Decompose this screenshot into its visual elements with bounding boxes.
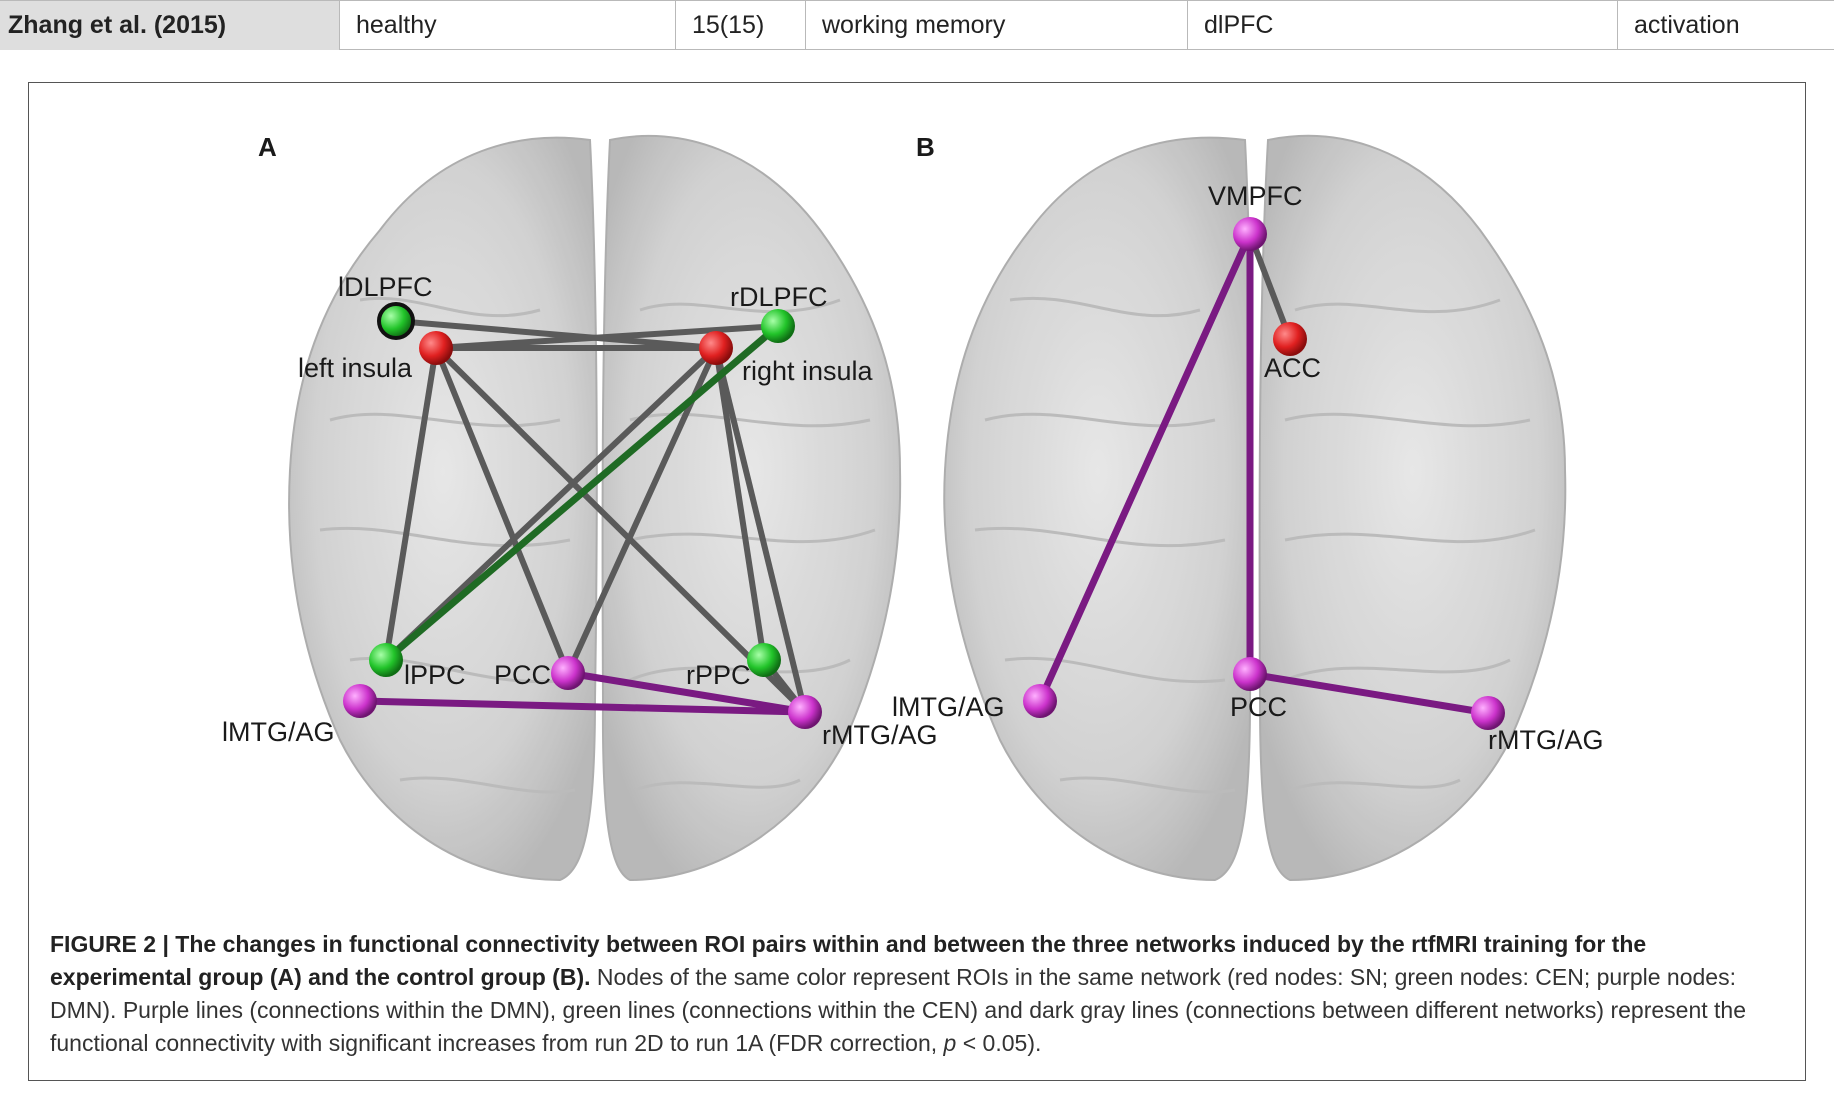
node-vmpfc <box>1233 217 1267 251</box>
edge-rinsula-rmtg <box>713 347 808 713</box>
edge-lppc-rdlpfc <box>383 323 781 663</box>
figure-frame <box>28 82 1806 1081</box>
panel-a-edges <box>359 318 808 716</box>
node-pcc <box>551 656 585 690</box>
label-vmpfc: VMPFC <box>1208 181 1303 211</box>
label-ldlpfc: lDLPFC <box>338 272 433 302</box>
edge-ldlpfc-rinsula <box>395 318 717 351</box>
figure-caption: FIGURE 2 | The changes in functional con… <box>50 928 1790 1060</box>
panel-a-label: A <box>258 132 277 162</box>
node-rmtg-b <box>1471 696 1505 730</box>
table-cell-task: working memory <box>806 1 1188 50</box>
table-cell-region: dlPFC <box>1188 1 1618 50</box>
edge-vmpfc-acc <box>1247 232 1293 341</box>
node-rmtg <box>788 695 822 729</box>
table-cell-participants: healthy <box>340 1 676 50</box>
table-cell-effect: activation <box>1634 11 1740 39</box>
label-rmtg: rMTG/AG <box>822 720 938 750</box>
panel-b-label: B <box>916 132 935 162</box>
label-rdlpfc: rDLPFC <box>730 282 828 312</box>
caption-p-symbol: p <box>943 1030 957 1056</box>
edge-pcc-rmtg <box>1249 670 1489 717</box>
panel-a-nodes <box>343 302 822 729</box>
node-rdlpfc <box>761 309 795 343</box>
edge-linsula-lppc <box>383 347 439 661</box>
edge-lmtg-rmtg <box>359 697 806 716</box>
edge-linsula-pcc <box>433 346 571 675</box>
node-lppc <box>369 643 403 677</box>
label-lppc: lPPC <box>404 660 466 690</box>
edge-linsula-rmtg <box>433 345 808 715</box>
edge-vmpfc-lmtg <box>1036 232 1254 703</box>
caption-body-2: < 0.05). <box>956 1030 1042 1056</box>
edge-pcc-rmtg <box>567 669 806 716</box>
panel-b-brain <box>943 134 1567 882</box>
label-rppc: rPPC <box>686 660 751 690</box>
label-pcc-b: PCC <box>1230 692 1287 722</box>
node-acc <box>1273 322 1307 356</box>
label-left-insula: left insula <box>298 353 413 383</box>
panel-b-nodes <box>1023 217 1505 730</box>
table-cell-n: 15(15) <box>676 1 806 50</box>
table-cell-study: Zhang et al. (2015) <box>0 1 340 50</box>
node-pcc-b <box>1233 657 1267 691</box>
node-rppc <box>747 643 781 677</box>
label-lmtg: lMTG/AG <box>222 717 335 747</box>
edge-rinsula-rppc <box>713 347 767 661</box>
node-lmtg-b <box>1023 684 1057 718</box>
caption-title: FIGURE 2 | The changes in functional con… <box>50 931 1647 990</box>
label-pcc: PCC <box>494 660 551 690</box>
node-right-insula <box>699 331 733 365</box>
label-right-insula: right insula <box>742 356 874 386</box>
panel-b-edges <box>1036 232 1489 717</box>
label-rmtg-b: rMTG/AG <box>1488 725 1604 755</box>
label-acc: ACC <box>1264 353 1321 383</box>
edge-linsula-rdlpfc <box>435 323 779 351</box>
label-lmtg-b: lMTG/AG <box>892 692 1005 722</box>
caption-body-1: Nodes of the same color represent ROIs i… <box>50 964 1746 1056</box>
node-left-insula <box>419 331 453 365</box>
node-ldlpfc <box>377 302 415 340</box>
node-lmtg <box>343 684 377 718</box>
table-row: Zhang et al. (2015) healthy 15(15) worki… <box>0 0 1834 50</box>
edge-lppc-rinsula <box>383 345 719 663</box>
